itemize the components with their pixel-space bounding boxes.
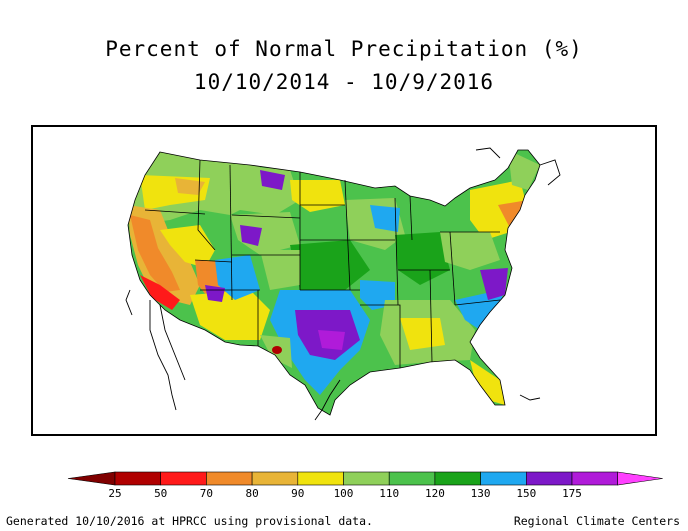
field-california-70 bbox=[130, 215, 180, 292]
field-colorado bbox=[260, 250, 300, 290]
legend-swatch-110 bbox=[388, 471, 436, 486]
legend-tick-label: 130 bbox=[471, 487, 491, 500]
legend-swatch-50 bbox=[160, 471, 207, 486]
coastlines-and-borders bbox=[125, 147, 561, 421]
legend-swatch-100 bbox=[343, 471, 390, 486]
field-az-wet bbox=[205, 285, 225, 302]
field-dakotas-90 bbox=[290, 180, 345, 212]
field-wy-wet bbox=[240, 225, 262, 246]
legend-swatch-25 bbox=[114, 471, 162, 486]
field-carolina-130 bbox=[455, 290, 505, 330]
footer-credit: Regional Climate Centers bbox=[513, 514, 680, 528]
field-wyoming bbox=[230, 212, 300, 255]
field-socal-50 bbox=[140, 275, 180, 310]
field-arizona-90 bbox=[190, 290, 270, 340]
legend: 25 50 70 80 90 100 110 120 130 150 175 bbox=[67, 471, 663, 500]
legend-swatch-120 bbox=[434, 471, 481, 486]
field-utah-wet bbox=[215, 255, 260, 300]
legend-swatch-70 bbox=[206, 471, 253, 486]
state-boundaries bbox=[127, 149, 541, 416]
legend-swatch-150 bbox=[525, 471, 573, 486]
field-kansas-120 bbox=[290, 240, 370, 290]
legend-tick-label: 25 bbox=[108, 487, 121, 500]
legend-tick-label: 110 bbox=[379, 487, 399, 500]
legend-swatch-90 bbox=[297, 471, 344, 486]
legend-tick-label: 100 bbox=[334, 487, 354, 500]
field-montana-wet bbox=[260, 170, 285, 190]
field-oregon-80 bbox=[175, 178, 205, 195]
legend-high-arrow bbox=[617, 471, 663, 486]
legend-swatch-130 bbox=[480, 471, 527, 486]
legend-swatch-80 bbox=[251, 471, 299, 486]
legend-tick-label: 150 bbox=[516, 487, 536, 500]
field-ohio-valley bbox=[395, 232, 450, 285]
field-florida bbox=[470, 360, 505, 405]
field-maine bbox=[508, 150, 540, 190]
legend-tick-label: 70 bbox=[200, 487, 213, 500]
footer-generated-note: Generated 10/10/2016 at HPRCC using prov… bbox=[6, 514, 373, 528]
legend-tick-label: 120 bbox=[425, 487, 445, 500]
field-alabama-90 bbox=[400, 318, 445, 350]
map-title: Percent of Normal Precipitation (%) bbox=[105, 37, 583, 61]
field-iowa-130 bbox=[370, 205, 400, 232]
legend-tick-label: 50 bbox=[154, 487, 167, 500]
field-pa bbox=[440, 232, 500, 270]
field-nevada-90 bbox=[160, 225, 215, 268]
legend-tick-label: 175 bbox=[562, 487, 582, 500]
field-nc-150 bbox=[480, 268, 508, 300]
field-texas-175 bbox=[318, 330, 345, 350]
legend-swatch-175 bbox=[571, 471, 619, 486]
legend-tick-label: 90 bbox=[291, 487, 304, 500]
field-spot-dry bbox=[272, 346, 282, 354]
legend-tick-label: 80 bbox=[245, 487, 258, 500]
legend-low-arrow bbox=[67, 471, 116, 486]
map-date-range: 10/10/2014 - 10/9/2016 bbox=[193, 70, 495, 94]
